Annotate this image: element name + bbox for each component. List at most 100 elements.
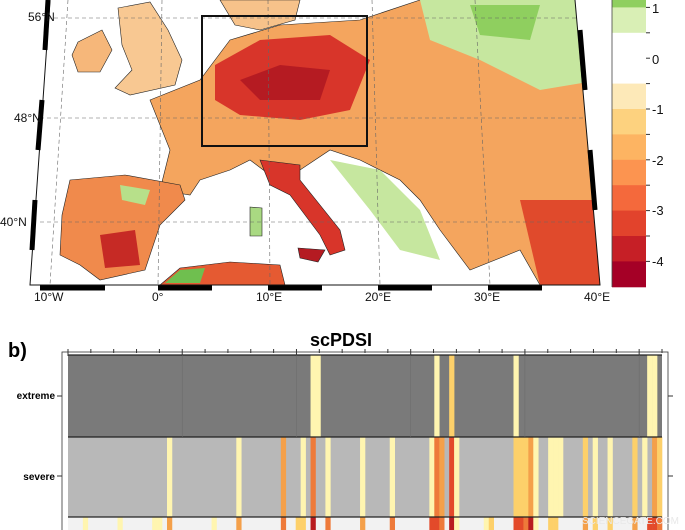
panel-label: b) [8,340,27,362]
colorbar-cell [612,159,646,186]
heatmap-cell [315,355,321,437]
colorbar-cell [612,0,646,8]
colorbar-tick-1: 1 [652,1,660,16]
heatmap-cell [513,437,519,517]
heatmap-cell [652,437,658,517]
row-label-severe: severe [23,472,55,483]
wet-balkans [330,160,440,260]
heatmap-cell [236,437,242,517]
heatmap-cell [454,517,460,530]
heatmap-cell [152,517,158,530]
heatmap-cell [325,437,331,517]
heatmap-cell [449,517,455,530]
land-sicily [297,247,326,263]
colorbar-cell [612,7,646,34]
wet-east-dark [470,5,540,40]
heatmap-cell [523,437,529,517]
heatmap-cell [117,517,123,530]
heatmap-cell [553,437,559,517]
heatmap-cell [528,517,534,530]
colorbar-tick-minus3: -3 [652,203,664,218]
land-sardinia [249,206,263,237]
heatmap-cell [449,355,455,437]
lon-label-10w: 10°W [34,290,64,304]
heatmap-cell [518,517,524,530]
heatmap-cell [300,437,306,517]
row-label-extreme: extreme [16,391,55,402]
heatmap-cell [310,355,316,437]
heatmap-cell [652,517,658,530]
lon-label-10e: 10°E [256,290,283,304]
heatmap-cell [167,517,173,530]
heatmap-cell [548,437,554,517]
lon-label-0: 0° [152,290,164,304]
dry-core-dark [240,65,330,100]
heatmap-cell [647,355,653,437]
colorbar-tick-minus4: -4 [652,254,664,269]
heatmap-cell [523,517,529,530]
heatmap-cell [434,355,440,437]
graticule [40,0,600,285]
colorbar [611,0,650,288]
heatmap-cell [558,437,564,517]
drought-heatmap [57,349,673,530]
colorbar-tick-0: 0 [652,52,660,67]
watermark: SCIENCEGATE.COM [581,516,679,527]
wet-north-africa [165,268,205,283]
colorbar-cell [612,134,646,161]
heatmap-cell [82,517,89,530]
heatmap-cell [513,355,519,437]
heatmap-cell [582,437,589,517]
heatmap-cell [607,437,613,517]
lon-label-40e: 40°E [584,290,611,304]
land-ireland [71,29,113,73]
heatmap-cell [280,517,287,530]
colorbar-tick-minus2: -2 [652,153,664,168]
colorbar-cell [612,109,646,135]
land-iberia [59,174,186,281]
heatmap-cell [157,517,163,530]
heatmap-cell [310,517,316,530]
heatmap-cell [632,437,638,517]
heatmap-cell [434,517,440,530]
colorbar-cell [612,83,646,110]
heatmap-cell [652,355,658,437]
heatmap-cell [439,517,445,530]
land-italy [259,159,346,256]
heatmap-cell [657,437,663,517]
heatmap-cell [439,437,445,517]
row-background-extreme [68,355,662,437]
lat-label-56n: 56°N [28,10,55,24]
heatmap-cell [295,517,301,530]
colorbar-cell [612,58,646,85]
heatmap-cell [167,437,173,517]
colorbar-cell [612,261,646,288]
heatmap-cell [360,437,366,517]
heatmap-cell [236,517,242,530]
colorbar-cell [612,185,646,212]
dry-southeast [520,200,600,285]
heatmap-cell [592,517,598,530]
map-frame [29,0,601,291]
land-britain [114,1,183,96]
heatmap-cell [211,517,217,530]
heatmap-cell [360,517,366,530]
heatmap-cell [528,437,534,517]
heatmap-cell [488,517,494,530]
heatmap-cell [513,517,519,530]
lat-label-48n: 48°N [14,111,41,125]
heatmap-cell [553,517,559,530]
heatmap-cell [533,517,539,530]
heatmap-cell [632,517,638,530]
lon-label-30e: 30°E [474,290,501,304]
heatmap-cell [657,517,663,530]
map-area [40,0,600,285]
colorbar-cell [612,236,646,262]
heatmap-title: scPDSI [310,330,373,350]
heatmap-cell [310,437,316,517]
heatmap-cell [434,437,440,517]
wet-east [420,0,600,90]
study-region-box [201,15,368,147]
heatmap-cell [389,437,395,517]
